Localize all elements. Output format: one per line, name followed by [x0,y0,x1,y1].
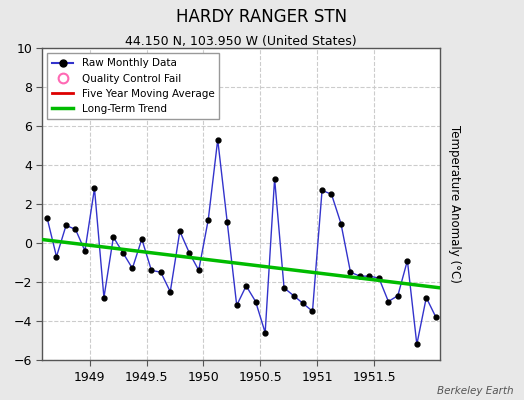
Raw Monthly Data [347,270,354,275]
Raw Monthly Data [290,293,297,298]
Raw Monthly Data [214,137,221,142]
Raw Monthly Data [319,188,325,193]
Raw Monthly Data [129,266,136,271]
Raw Monthly Data [82,248,88,253]
Raw Monthly Data [262,330,268,335]
Raw Monthly Data [366,274,373,278]
Raw Monthly Data [91,186,97,191]
Text: HARDY RANGER STN: HARDY RANGER STN [177,8,347,26]
Raw Monthly Data [205,217,211,222]
Raw Monthly Data [177,229,183,234]
Raw Monthly Data [234,303,240,308]
Raw Monthly Data [385,299,391,304]
Raw Monthly Data [110,235,116,240]
Raw Monthly Data [101,295,107,300]
Line: Raw Monthly Data: Raw Monthly Data [45,137,438,347]
Raw Monthly Data [423,295,430,300]
Raw Monthly Data [186,250,192,255]
Raw Monthly Data [63,223,69,228]
Raw Monthly Data [433,315,439,320]
Raw Monthly Data [139,237,145,242]
Raw Monthly Data [404,258,410,263]
Raw Monthly Data [167,289,173,294]
Raw Monthly Data [243,284,249,288]
Raw Monthly Data [329,192,335,197]
Raw Monthly Data [253,299,259,304]
Raw Monthly Data [413,342,420,347]
Title: 44.150 N, 103.950 W (United States): 44.150 N, 103.950 W (United States) [125,35,357,48]
Raw Monthly Data [309,309,315,314]
Raw Monthly Data [224,219,231,224]
Text: Berkeley Earth: Berkeley Earth [437,386,514,396]
Legend: Raw Monthly Data, Quality Control Fail, Five Year Moving Average, Long-Term Tren: Raw Monthly Data, Quality Control Fail, … [47,53,220,119]
Raw Monthly Data [395,293,401,298]
Raw Monthly Data [53,254,60,259]
Raw Monthly Data [376,276,382,280]
Raw Monthly Data [300,301,306,306]
Raw Monthly Data [271,176,278,181]
Raw Monthly Data [158,270,164,275]
Raw Monthly Data [72,227,79,232]
Raw Monthly Data [120,250,126,255]
Raw Monthly Data [195,268,202,273]
Raw Monthly Data [148,268,155,273]
Raw Monthly Data [44,215,50,220]
Y-axis label: Temperature Anomaly (°C): Temperature Anomaly (°C) [449,125,462,283]
Raw Monthly Data [281,286,287,290]
Raw Monthly Data [338,221,344,226]
Raw Monthly Data [357,274,363,278]
